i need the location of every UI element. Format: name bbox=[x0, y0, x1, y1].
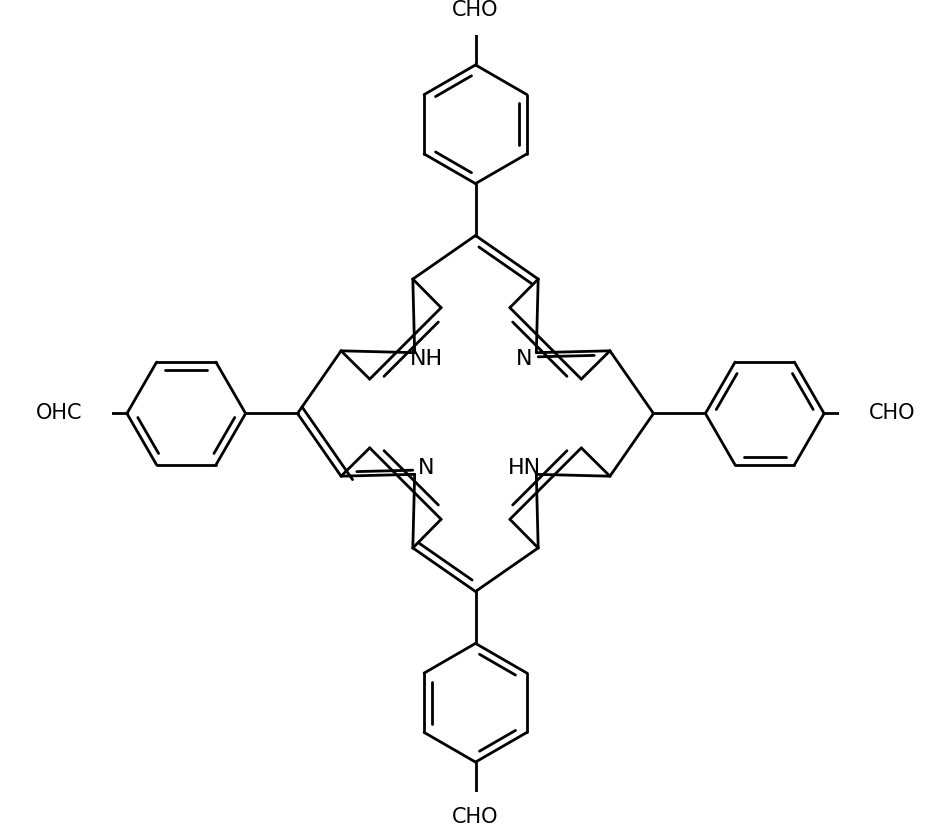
Text: NH: NH bbox=[410, 349, 443, 369]
Text: CHO: CHO bbox=[453, 1, 498, 21]
Text: OHC: OHC bbox=[36, 404, 83, 423]
Text: CHO: CHO bbox=[868, 404, 915, 423]
Text: N: N bbox=[418, 458, 435, 478]
Text: CHO: CHO bbox=[453, 806, 498, 826]
Text: N: N bbox=[516, 349, 533, 369]
Text: HN: HN bbox=[508, 458, 541, 478]
